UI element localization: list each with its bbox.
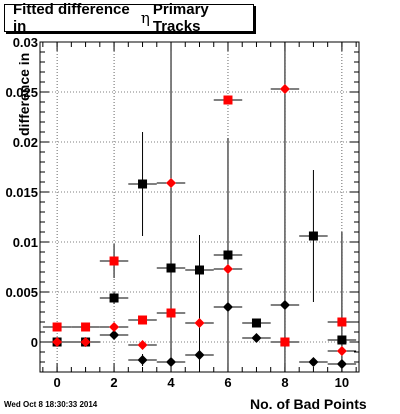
y-tick-label: 0.03 [13,35,38,50]
diamond-marker [137,355,148,365]
y-tick-label: 0.025 [5,85,38,100]
square-marker [223,95,233,105]
y-tick-label: 0.02 [13,135,38,150]
diamond-marker [166,178,177,188]
x-axis-label: No. of Bad Points [250,396,367,412]
square-marker [251,318,261,328]
diamond-marker [137,340,148,350]
x-tick-label: 6 [224,375,231,390]
square-marker [280,337,290,347]
diamond-marker [194,350,205,360]
data-markers [52,84,347,369]
square-marker [337,317,347,327]
square-marker [81,322,91,332]
diamond-marker [109,330,120,340]
tick-labels: 0 2 4 6 8 10 0 0.005 0.01 0.015 0.02 0.025 0.03 [5,35,349,390]
diamond-marker [166,357,177,367]
diamond-marker [52,337,63,347]
y-tick-label: 0 [31,335,38,350]
chart-title-prefix: Fitted difference in [13,1,130,35]
y-tick-label: 0.005 [5,285,38,300]
x-tick-label: 10 [335,375,349,390]
square-marker [138,315,148,325]
square-marker [138,179,148,189]
diamond-marker [109,322,120,332]
chart-title: Fitted difference in η Primary Tracks [4,1,254,35]
square-marker [308,231,318,241]
diamond-marker [251,333,262,343]
y-tick-label: 0.015 [5,185,38,200]
square-marker [166,263,176,273]
diamond-marker [80,337,91,347]
diamond-marker [308,357,319,367]
diamond-marker [279,84,290,94]
y-tick-label: 0.01 [13,235,38,250]
axis-ticks [40,41,359,372]
x-tick-label: 8 [281,375,288,390]
diamond-marker [194,318,205,328]
x-tick-label: 4 [167,375,175,390]
square-marker [195,265,204,275]
square-marker [223,250,233,260]
square-marker [109,293,119,303]
diamond-marker [279,300,290,310]
square-marker [52,322,62,332]
square-marker [109,256,119,266]
chart-title-suffix: Primary Tracks [152,1,209,35]
square-marker [166,308,176,318]
x-tick-label: 0 [53,375,60,390]
timestamp: Wed Oct 8 18:30:33 2014 [4,400,98,409]
square-marker [337,335,347,345]
y-axis-label: difference in [16,52,32,136]
diamond-marker [336,346,347,356]
eta-symbol: η [140,9,150,27]
x-tick-label: 2 [110,375,117,390]
diamond-marker [222,264,233,274]
diamond-marker [222,302,233,312]
